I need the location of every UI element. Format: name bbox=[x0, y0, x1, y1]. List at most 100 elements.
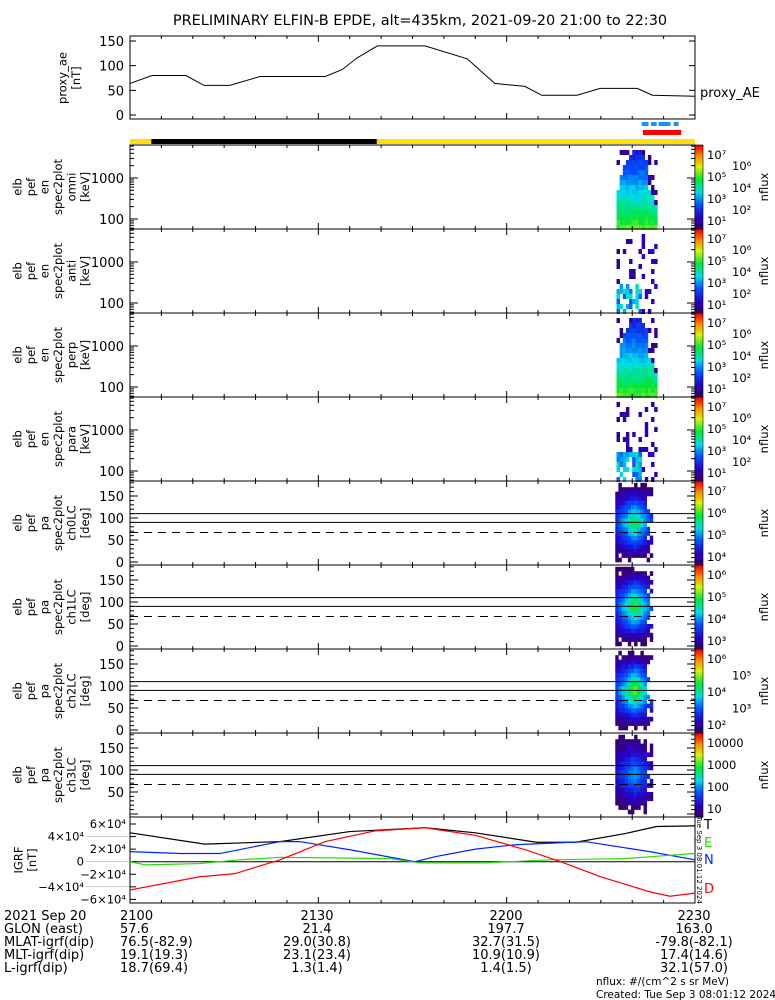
spectrogram-cell bbox=[643, 482, 647, 488]
spectrogram-cell bbox=[615, 792, 619, 797]
side-timestamp: Tue Sep 3 08:01:12 2024 bbox=[695, 815, 703, 904]
spectrogram-cell bbox=[619, 333, 624, 338]
spectrogram-cell bbox=[621, 593, 625, 598]
spectrogram-cell bbox=[630, 597, 635, 603]
colorbar-segment bbox=[695, 359, 703, 362]
spectrogram-cell bbox=[647, 210, 652, 215]
colorbar-segment bbox=[695, 775, 703, 778]
spectrogram-cell bbox=[637, 575, 641, 581]
colorbar-segment bbox=[695, 384, 703, 388]
spectrogram-cell bbox=[646, 544, 651, 550]
spectrogram-cell bbox=[624, 690, 629, 696]
spectrogram-cell bbox=[630, 584, 635, 590]
spectrogram-cell bbox=[641, 165, 646, 170]
spectrogram-cell bbox=[637, 778, 641, 784]
spectrogram-cell bbox=[638, 225, 642, 230]
footer-cell: 2230 bbox=[677, 909, 710, 924]
spectrogram-cell bbox=[621, 778, 625, 784]
colorbar-segment bbox=[695, 304, 703, 308]
spectrogram-cell bbox=[629, 190, 633, 195]
spectrogram-cell bbox=[638, 412, 642, 417]
colorbar-tick-label: 10⁵ bbox=[707, 254, 727, 268]
spectrogram-cell bbox=[624, 783, 629, 788]
spectrogram-cell bbox=[637, 712, 641, 718]
spectrogram-cell bbox=[625, 393, 630, 398]
spectrogram-cell bbox=[625, 437, 630, 442]
spectrogram-cell bbox=[624, 725, 629, 731]
colorbar-segment bbox=[695, 491, 703, 495]
spectrogram-cell bbox=[643, 641, 647, 647]
colorbar-segment bbox=[695, 575, 703, 579]
spectrogram-cell bbox=[635, 185, 639, 190]
pa-panel-ylabel-line: spec2plot bbox=[51, 578, 65, 635]
spectrogram-cell bbox=[622, 348, 627, 353]
spectrogram-cell bbox=[627, 487, 632, 492]
spectrogram-cell bbox=[615, 500, 619, 506]
colorbar-segment bbox=[695, 712, 703, 715]
spectrogram-cell bbox=[643, 593, 647, 598]
spectrogram-cell bbox=[615, 491, 619, 497]
colorbar-tick-label: 10⁵ bbox=[707, 590, 727, 604]
spectrogram-cell bbox=[627, 690, 632, 696]
spectrogram-cell bbox=[627, 721, 632, 726]
spectrogram-cell bbox=[646, 694, 651, 700]
spectrogram-cell bbox=[618, 748, 622, 753]
spectrogram-cell bbox=[640, 752, 644, 758]
spectrogram-cell bbox=[627, 491, 632, 497]
spectrogram-cell bbox=[627, 593, 632, 598]
spectrogram-cell bbox=[654, 284, 658, 289]
spectrogram-cell bbox=[625, 284, 630, 289]
y-tick-label: 100 bbox=[99, 465, 124, 480]
spectrogram-cell bbox=[635, 210, 639, 215]
spectrogram-cell bbox=[627, 531, 632, 536]
spectrogram-cell bbox=[644, 407, 649, 412]
colorbar-segment bbox=[695, 800, 703, 803]
spectrogram-cell bbox=[624, 544, 629, 550]
colorbar-segment bbox=[695, 520, 703, 524]
spectrogram-cell bbox=[629, 289, 633, 294]
spectrogram-cell bbox=[627, 716, 632, 722]
spectrogram-cell bbox=[641, 160, 646, 165]
spectrogram-cell bbox=[630, 792, 635, 797]
spectrogram-cell bbox=[632, 472, 636, 477]
spectrogram-cell bbox=[627, 748, 632, 753]
spectrogram-cell bbox=[641, 155, 646, 160]
colorbar-segment bbox=[695, 594, 703, 598]
spectrogram-cell bbox=[618, 743, 622, 749]
colorbar-segment bbox=[695, 271, 703, 274]
spectrogram-cell bbox=[627, 566, 632, 572]
spectrogram-cell bbox=[627, 787, 632, 793]
spectrogram-cell bbox=[615, 504, 619, 510]
pa-panel-ylabel-line: elb bbox=[11, 766, 25, 784]
spectrogram-cell bbox=[643, 588, 647, 594]
igrf-T-line bbox=[129, 825, 696, 845]
spectrogram-cell bbox=[640, 783, 644, 788]
spectrogram-cell bbox=[635, 328, 639, 333]
colorbar-segment bbox=[695, 596, 703, 600]
colorbar-segment bbox=[695, 720, 703, 724]
spectrogram-cell bbox=[615, 668, 619, 674]
spectrogram-cell bbox=[651, 279, 655, 284]
spectrogram-cell bbox=[651, 393, 655, 398]
colorbar-segment bbox=[695, 569, 703, 572]
spectrogram-cell bbox=[643, 615, 647, 620]
spectrogram-cell bbox=[618, 557, 622, 563]
spectrogram-cell bbox=[624, 668, 629, 674]
pa-panel-ylabel-line: pef bbox=[24, 765, 38, 784]
colorbar-segment bbox=[695, 661, 703, 665]
colorbar-segment bbox=[695, 413, 703, 417]
colorbar-tick-label: 10⁷ bbox=[707, 148, 727, 162]
spectrogram-cell bbox=[649, 796, 654, 802]
spectrogram-cell bbox=[621, 548, 625, 554]
spectrogram-cell bbox=[641, 180, 646, 185]
spectrogram-cell bbox=[627, 770, 632, 775]
spectrogram-cell bbox=[634, 535, 638, 541]
spectrogram-cell bbox=[629, 225, 633, 230]
spectrogram-cell bbox=[618, 694, 622, 700]
spectrogram-cell bbox=[625, 210, 630, 215]
spectrogram-cell bbox=[649, 632, 654, 638]
spectrogram-cell bbox=[624, 553, 629, 558]
pa-panel-ylabel-line: pef bbox=[24, 681, 38, 700]
spectrogram-cell bbox=[644, 373, 649, 378]
spectrogram-cell bbox=[632, 269, 636, 274]
